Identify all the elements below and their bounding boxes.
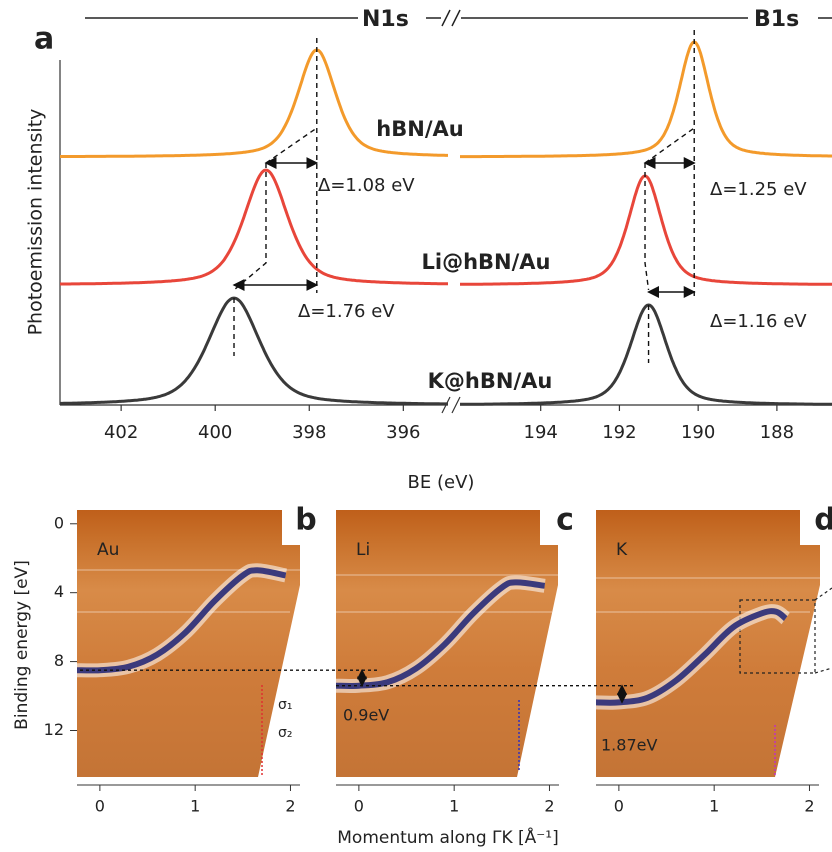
x-tick-label: 398 [292,422,326,443]
panel-label: b [295,503,316,538]
x-tick-label: 1 [709,797,719,816]
series-label: hBN/Au [376,117,463,141]
delta-label: Δ=1.25 eV [710,179,807,200]
sigma-markers [261,685,776,777]
panel-name: K [616,540,628,560]
y-axis-label: Photoemission intensity [25,109,47,336]
spectrum-curve [460,303,832,406]
annotation: 0.9eV [343,706,389,725]
panel-label: a [34,22,54,57]
guide-line [644,127,695,291]
x-tick-label: 194 [524,422,558,443]
y-tick-label: 12 [44,720,64,739]
x-tick-label: 0 [614,797,624,816]
x-tick-label: 2 [285,797,295,816]
x-tick-label: 192 [602,422,636,443]
spectrum-curve [60,48,448,158]
x-tick-label: 190 [681,422,715,443]
delta-label: Δ=1.16 eV [710,311,807,332]
annotation: σ₂ [278,725,293,741]
x-tick-label: 2 [544,797,554,816]
x-axis-label: Momentum along ΓK [Å⁻¹] [337,826,558,848]
x-tick-label: 396 [386,422,420,443]
panel-name: Au [97,540,119,560]
annotation: σ₁ [278,697,293,713]
y-tick-label: 4 [54,582,64,601]
spectrum-curve [460,174,832,286]
x-tick-label: 2 [804,797,814,816]
panel-label: d [814,503,832,538]
spectrum-curve [60,168,448,286]
panel-name: Li [356,540,370,560]
x-tick-label: 402 [104,422,138,443]
segment-title: B1s [754,7,799,32]
header-lines [85,9,832,27]
delta-label: Δ=1.76 eV [298,301,395,322]
x-axis-label: BE (eV) [408,472,475,493]
panel-label: c [556,503,574,538]
x-tick-label: 0 [95,797,105,816]
spectrum-curve [460,40,832,159]
x-tick-label: 1 [190,797,200,816]
band [76,567,287,674]
x-tick-label: 1 [449,797,459,816]
zoom-box [739,587,832,674]
y-axis-label: Binding energy [eV] [12,560,32,730]
series-label: K@hBN/Au [428,369,553,393]
delta-label: Δ=1.08 eV [318,175,415,196]
x-tick-label: 188 [760,422,794,443]
x-tick-label: 0 [354,797,364,816]
segment-title: N1s [362,7,409,32]
x-tick-label: 400 [198,422,232,443]
spectrum-curve [60,296,448,406]
annotation: 1.87eV [601,736,657,755]
series-label: Li@hBN/Au [422,250,551,274]
y-tick-label: 8 [54,651,64,670]
y-tick-label: 0 [54,513,64,532]
